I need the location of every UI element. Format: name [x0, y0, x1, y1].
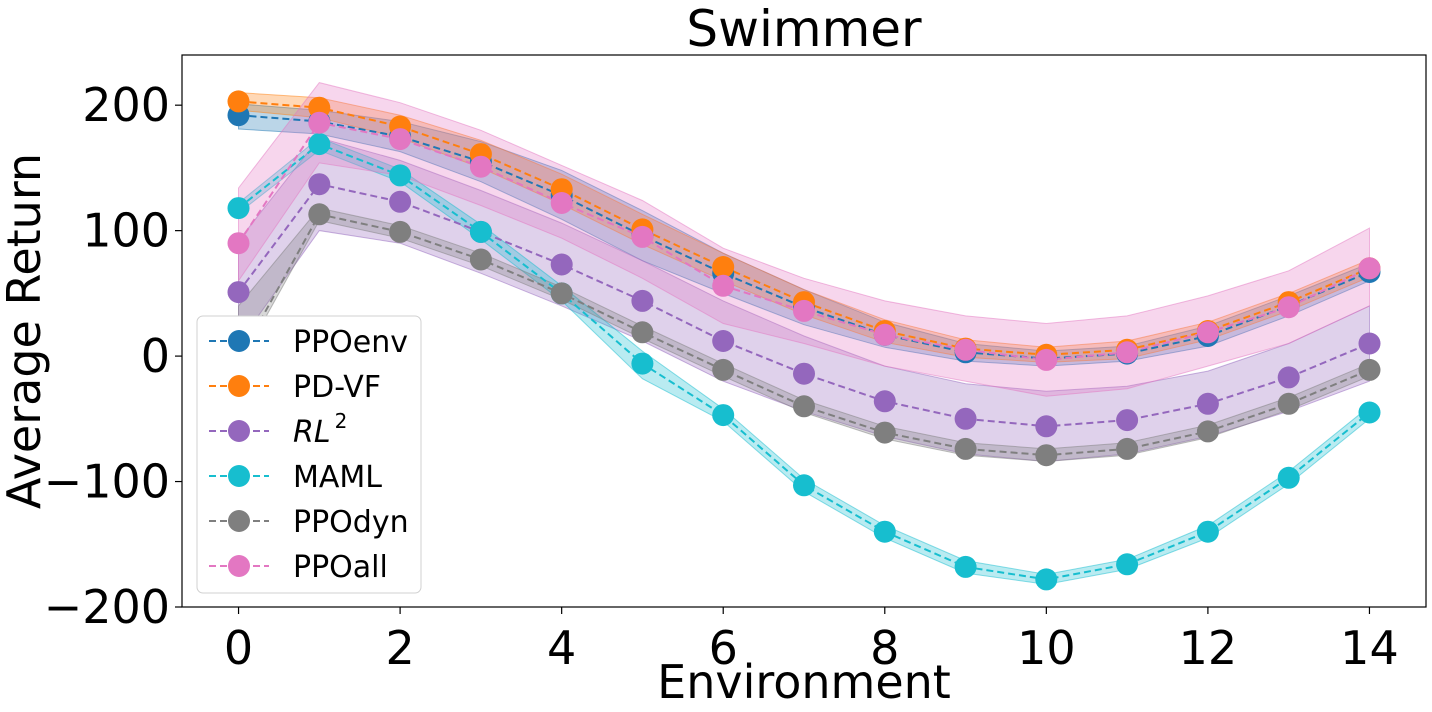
legend-label-ppoall: PPOall	[293, 550, 388, 585]
point-ppodyn-14	[1358, 358, 1381, 381]
x-tick-label: 12	[1179, 621, 1238, 675]
line-ppoall	[237, 121, 1370, 361]
point-ppoall-9	[954, 338, 977, 361]
point-ppodyn-1	[308, 203, 331, 226]
x-tick-label: 4	[547, 621, 576, 675]
point-maml-8	[873, 520, 896, 543]
x-axis-label: Environment	[657, 655, 951, 709]
legend-label-rl-2: RL 2	[293, 409, 347, 450]
plot-frame	[181, 54, 1427, 608]
point-ppoall-13	[1277, 296, 1300, 319]
point-ppoall-2	[389, 128, 412, 151]
x-tick-label: 2	[385, 621, 414, 675]
point-ppodyn-9	[954, 437, 977, 460]
point-ppoall-0	[227, 232, 250, 255]
point-ppoall-4	[550, 192, 573, 214]
point-maml-10	[1035, 568, 1058, 591]
line-ppodyn	[237, 213, 1370, 457]
point-rl-2-4	[550, 253, 573, 276]
axes: 0 2 4 6 8 10 12 14 −200 −100 0 100 200	[44, 54, 1427, 675]
point-ppodyn-12	[1196, 420, 1219, 443]
point-maml-6	[712, 404, 735, 427]
legend-label-maml: MAML	[293, 460, 382, 495]
legend: PPOenv PD-VF RL 2 MAML PPOdyn PPOall	[196, 315, 422, 594]
point-ppoall-3	[469, 155, 492, 178]
point-pd-vf-6	[712, 256, 735, 278]
point-rl-2-0	[227, 281, 250, 304]
point-rl-2-6	[712, 330, 735, 352]
line-rl-2	[237, 183, 1370, 428]
series-points	[227, 90, 1381, 591]
point-rl-2-9	[954, 407, 977, 430]
x-tick-label: 8	[870, 621, 899, 675]
legend-marker-pd-vf	[228, 375, 250, 397]
point-ppoall-7	[793, 299, 815, 322]
y-tick-label: 200	[82, 78, 170, 132]
line-ppoenv	[238, 114, 1370, 360]
point-ppodyn-8	[873, 421, 896, 444]
x-tick-label: 0	[224, 621, 253, 675]
point-ppodyn-13	[1277, 392, 1300, 415]
point-rl-2-1	[308, 173, 331, 196]
y-tick-label: 0	[141, 329, 170, 383]
point-maml-13	[1277, 466, 1300, 489]
point-maml-3	[469, 220, 492, 243]
point-maml-9	[954, 555, 977, 578]
point-rl-2-7	[793, 362, 815, 385]
legend-marker-rl-2	[228, 420, 250, 442]
point-ppodyn-6	[712, 358, 735, 381]
point-maml-12	[1196, 520, 1219, 543]
legend-label-ppoenv: PPOenv	[293, 325, 408, 360]
point-rl-2-8	[873, 390, 896, 413]
point-maml-11	[1116, 553, 1139, 576]
point-ppodyn-2	[389, 220, 412, 243]
point-ppodyn-11	[1116, 437, 1139, 460]
legend-marker-ppoall	[228, 555, 250, 577]
band-ppoall	[238, 82, 1370, 397]
legend-label-ppodyn: PPOdyn	[293, 505, 409, 540]
chart-title: Swimmer	[686, 0, 922, 58]
point-ppoall-5	[631, 225, 654, 248]
point-maml-5	[631, 352, 654, 375]
point-ppoall-1	[308, 111, 331, 134]
line-pd-vf	[238, 100, 1370, 356]
point-ppodyn-4	[550, 282, 573, 305]
point-ppodyn-7	[793, 395, 815, 418]
band-rl-2	[238, 137, 1370, 463]
point-ppoall-12	[1196, 321, 1219, 344]
point-ppoall-11	[1116, 341, 1139, 364]
point-ppoall-10	[1035, 348, 1058, 371]
point-ppodyn-3	[469, 248, 492, 271]
point-pd-vf-0	[227, 90, 250, 113]
point-rl-2-13	[1277, 366, 1300, 389]
point-ppoall-6	[712, 274, 735, 297]
point-rl-2-11	[1116, 409, 1139, 432]
point-maml-14	[1358, 401, 1381, 424]
y-axis-label: Average Return	[0, 153, 51, 509]
point-rl-2-5	[631, 289, 654, 312]
x-tick-label: 6	[709, 621, 738, 675]
x-tick-label: 14	[1340, 621, 1399, 675]
legend-marker-maml	[228, 465, 250, 487]
x-tick-label: 10	[1017, 621, 1076, 675]
y-tick-label: 100	[82, 204, 170, 258]
y-tick-label: −200	[44, 580, 170, 634]
point-ppodyn-10	[1035, 444, 1058, 467]
point-maml-0	[227, 197, 250, 220]
point-maml-7	[793, 474, 815, 497]
point-rl-2-2	[389, 190, 412, 213]
point-maml-2	[389, 164, 412, 187]
y-tick-label: −100	[44, 455, 170, 509]
point-ppodyn-5	[631, 321, 654, 344]
point-rl-2-14	[1358, 332, 1381, 355]
legend-marker-ppodyn	[228, 510, 250, 532]
legend-label-pd-vf: PD-VF	[293, 370, 381, 405]
point-ppoall-8	[873, 323, 896, 346]
point-ppoall-14	[1358, 257, 1381, 280]
point-maml-1	[308, 133, 331, 156]
legend-marker-ppoenv	[228, 330, 250, 352]
point-rl-2-10	[1035, 415, 1058, 438]
point-rl-2-12	[1196, 392, 1219, 415]
